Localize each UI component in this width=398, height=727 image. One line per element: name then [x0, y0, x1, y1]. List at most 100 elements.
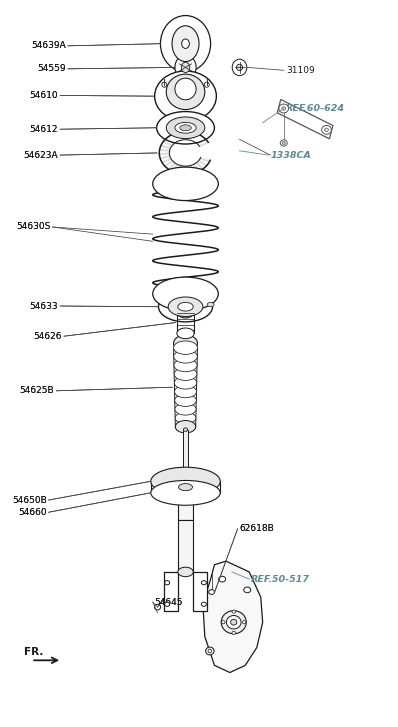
Ellipse shape	[322, 125, 331, 134]
Polygon shape	[203, 561, 263, 672]
Text: 54623A: 54623A	[23, 150, 58, 160]
Text: REF.50-517: REF.50-517	[251, 574, 310, 584]
Ellipse shape	[201, 581, 206, 585]
Text: 54660: 54660	[18, 507, 47, 517]
Ellipse shape	[178, 302, 193, 311]
Ellipse shape	[209, 590, 215, 595]
Ellipse shape	[175, 385, 197, 398]
Text: 54645: 54645	[155, 598, 183, 606]
Text: 54633: 54633	[29, 302, 58, 310]
Ellipse shape	[151, 481, 220, 505]
Ellipse shape	[174, 341, 197, 354]
Text: 54650B: 54650B	[12, 496, 47, 505]
Polygon shape	[151, 481, 220, 493]
Ellipse shape	[174, 377, 197, 389]
Text: REF.60-624: REF.60-624	[286, 104, 345, 113]
Ellipse shape	[175, 55, 196, 80]
Ellipse shape	[176, 421, 196, 433]
Polygon shape	[178, 521, 193, 572]
Ellipse shape	[178, 476, 193, 487]
Text: FR.: FR.	[23, 647, 43, 656]
Ellipse shape	[174, 335, 197, 352]
Text: 54630S: 54630S	[16, 222, 51, 231]
Ellipse shape	[282, 107, 286, 111]
Ellipse shape	[181, 39, 189, 49]
Text: 54639A: 54639A	[31, 41, 66, 50]
Text: 54610: 54610	[29, 91, 58, 100]
Text: 54625B: 54625B	[20, 386, 55, 395]
Ellipse shape	[160, 15, 211, 72]
Text: 54612: 54612	[30, 125, 58, 134]
Ellipse shape	[231, 619, 237, 625]
Ellipse shape	[178, 567, 193, 577]
Text: 54639A: 54639A	[31, 41, 66, 50]
Ellipse shape	[208, 649, 212, 653]
Ellipse shape	[162, 82, 167, 87]
Ellipse shape	[172, 25, 199, 62]
Ellipse shape	[165, 602, 170, 606]
Ellipse shape	[179, 483, 193, 491]
Text: 54626: 54626	[33, 332, 62, 341]
Ellipse shape	[154, 604, 161, 610]
Polygon shape	[178, 481, 193, 521]
Text: 54645: 54645	[155, 598, 183, 606]
Text: 54623A: 54623A	[23, 150, 58, 160]
Text: 54660: 54660	[18, 507, 47, 517]
Ellipse shape	[175, 403, 196, 415]
Polygon shape	[277, 100, 333, 139]
Ellipse shape	[176, 420, 196, 433]
Ellipse shape	[232, 59, 247, 76]
Ellipse shape	[280, 140, 287, 146]
Ellipse shape	[206, 647, 214, 655]
Polygon shape	[183, 430, 187, 480]
Ellipse shape	[155, 71, 217, 121]
Text: 54650B: 54650B	[12, 496, 47, 505]
Ellipse shape	[232, 610, 236, 613]
Text: 54559: 54559	[37, 65, 66, 73]
Ellipse shape	[175, 412, 196, 424]
Text: 54559: 54559	[37, 65, 66, 73]
Ellipse shape	[244, 587, 251, 593]
Ellipse shape	[232, 631, 236, 635]
Ellipse shape	[324, 128, 328, 132]
Text: 62618B: 62618B	[240, 524, 274, 534]
Ellipse shape	[175, 122, 196, 133]
Text: 62618B: 62618B	[240, 524, 274, 534]
Ellipse shape	[177, 328, 194, 339]
Ellipse shape	[156, 111, 215, 144]
Ellipse shape	[222, 621, 225, 624]
Ellipse shape	[153, 167, 219, 201]
Ellipse shape	[242, 621, 246, 624]
Ellipse shape	[201, 602, 206, 606]
Ellipse shape	[168, 297, 203, 316]
Ellipse shape	[279, 104, 289, 113]
Ellipse shape	[221, 611, 246, 634]
Ellipse shape	[166, 117, 205, 139]
Text: 54630S: 54630S	[16, 222, 51, 231]
Text: 31109: 31109	[286, 65, 314, 75]
Ellipse shape	[153, 277, 219, 310]
Ellipse shape	[174, 358, 197, 371]
Text: 54633: 54633	[29, 302, 58, 310]
Ellipse shape	[175, 394, 196, 406]
Ellipse shape	[236, 64, 243, 71]
Ellipse shape	[219, 577, 226, 582]
Ellipse shape	[183, 428, 187, 431]
Ellipse shape	[204, 82, 209, 87]
Text: 54625B: 54625B	[20, 386, 55, 395]
Text: 54612: 54612	[30, 125, 58, 134]
Ellipse shape	[174, 350, 197, 363]
Ellipse shape	[158, 292, 213, 322]
Ellipse shape	[151, 467, 220, 496]
Ellipse shape	[181, 63, 190, 73]
Ellipse shape	[177, 305, 194, 318]
Ellipse shape	[226, 616, 241, 629]
Text: 54626: 54626	[33, 332, 62, 341]
Ellipse shape	[207, 302, 214, 307]
Ellipse shape	[165, 581, 170, 585]
Polygon shape	[193, 572, 207, 611]
Text: 1338CA: 1338CA	[270, 150, 311, 160]
Ellipse shape	[282, 141, 285, 145]
Ellipse shape	[180, 125, 191, 131]
Ellipse shape	[174, 368, 197, 380]
